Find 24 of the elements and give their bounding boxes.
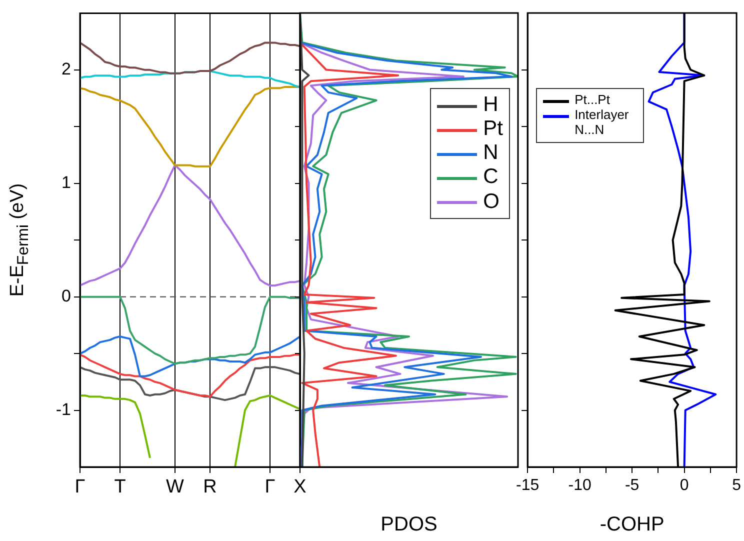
y-tick-label: -1 — [56, 400, 71, 419]
y-tick-label: 0 — [62, 286, 71, 306]
legend-label: N — [483, 141, 498, 166]
x-tick-label: Γ — [264, 476, 276, 498]
x-tick-label: -5 — [624, 477, 640, 494]
y-tick-label: 1 — [62, 173, 71, 192]
x-tick-label: X — [294, 476, 307, 498]
x-tick-label: 5 — [732, 477, 742, 494]
x-tick-label: W — [166, 476, 184, 498]
legend-label: Pt — [483, 117, 503, 142]
x-tick-label: 0 — [680, 477, 689, 494]
x-tick-label: -15 — [516, 477, 540, 494]
x-tick-label: Γ — [74, 476, 86, 498]
legend-label: O — [483, 190, 500, 214]
legend-label: H — [483, 93, 498, 118]
x-tick-label: -10 — [568, 477, 592, 494]
y-tick-label: 2 — [62, 60, 71, 79]
x-tick-label: T — [114, 476, 126, 498]
x-axis-title: -COHP — [600, 514, 664, 536]
x-axis-title: PDOS — [380, 514, 438, 536]
legend-label: Pt...Pt — [574, 92, 610, 108]
x-tick-label: R — [203, 476, 217, 498]
legend-label: C — [483, 165, 498, 190]
legend-label: Interlayer N...N — [574, 106, 630, 138]
